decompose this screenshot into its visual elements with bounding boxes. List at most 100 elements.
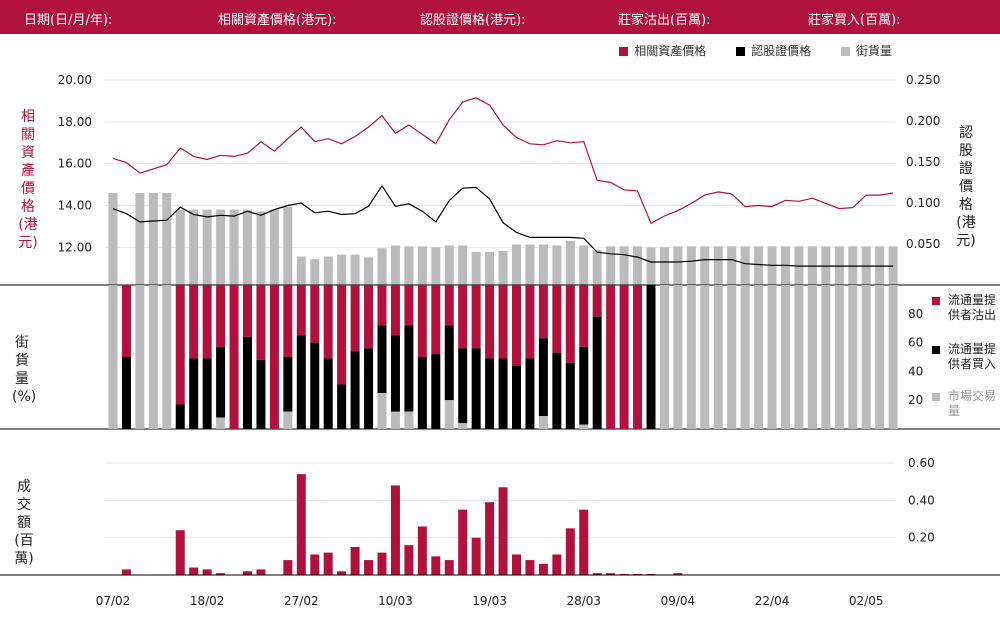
mm-sold-bar (364, 285, 374, 349)
outstanding-bar (471, 251, 481, 285)
header-bar: 日期(日/月/年): 相關資產價格(港元): 認股證價格(港元): 莊家沽出(百… (0, 0, 1000, 34)
outstanding-bar (673, 246, 683, 285)
left-tick-label: 12.00 (58, 240, 92, 254)
mm-bought-bar (498, 358, 508, 429)
outstanding-bar (606, 246, 616, 285)
outstanding-bar (243, 209, 252, 285)
mm-sold-bar (606, 285, 616, 429)
x-tick-label: 19/03 (472, 594, 507, 608)
turnover-bar (337, 571, 347, 575)
mm-sold-bar (485, 285, 495, 359)
outstanding-bar (633, 246, 643, 285)
turnover-bar (404, 545, 414, 575)
market-volume-bar (754, 285, 764, 429)
legend-swatch (619, 47, 629, 56)
mm-bought-bar (189, 358, 199, 429)
outstanding-bar (417, 246, 427, 285)
mid-tick-label: 60 (908, 336, 923, 350)
left-tick-label: 18.00 (58, 115, 92, 129)
outstanding-bar (485, 251, 495, 285)
market-volume-bar (216, 417, 226, 429)
outstanding-bar (229, 209, 239, 285)
market-volume-bar (700, 285, 710, 429)
legend-label: 認股證價格 (751, 44, 812, 58)
market-volume-bar (821, 285, 831, 429)
turnover-bar (485, 502, 495, 575)
right-tick-label: 0.050 (906, 237, 940, 251)
mm-bought-bar (283, 357, 293, 412)
turnover-bar (444, 560, 454, 575)
outstanding-bar (310, 259, 320, 285)
outstanding-bar (189, 209, 199, 285)
market-volume-bar (727, 285, 737, 429)
bottom-tick-label: 0.60 (908, 456, 935, 470)
outstanding-bar (269, 209, 279, 285)
legend-item-asset: 相關資產價格 (619, 42, 706, 59)
mm-sold-bar (471, 285, 481, 349)
turnover-bar (350, 547, 360, 575)
asset-price-line (112, 97, 894, 225)
market-volume-bar (807, 285, 817, 429)
legend-label: 市場交易量 (948, 389, 997, 418)
outstanding-bar (364, 257, 374, 285)
outstanding-bar (216, 209, 226, 285)
turnover-bar (673, 573, 683, 575)
turnover-bar (216, 573, 226, 575)
outstanding-bar (700, 246, 710, 285)
market-volume-bar (888, 285, 898, 429)
turnover-bar (498, 487, 508, 575)
mm-bought-bar (202, 358, 212, 429)
turnover-bar (579, 509, 589, 575)
turnover-bar (538, 563, 548, 575)
turnover-bar (256, 569, 266, 575)
mm-bought-bar (552, 352, 562, 429)
mm-sold-label: 莊家沽出(百萬): (618, 13, 711, 28)
legend-swatch (932, 393, 940, 401)
legend-swatch (932, 346, 940, 354)
mm-bought-bar (471, 348, 481, 429)
legend-swatch (736, 47, 746, 56)
bottom-tick-label: 0.20 (908, 531, 935, 545)
mm-bought-bar (512, 365, 521, 429)
mm-bought-bar (538, 338, 548, 417)
mm-sold-bar (175, 285, 185, 405)
x-tick-label: 22/04 (755, 594, 790, 608)
turnover-bar (243, 571, 252, 575)
market-volume-bar (162, 285, 172, 429)
market-volume-bar (148, 285, 158, 429)
outstanding-bar (296, 256, 306, 285)
mm-sold-bar (256, 285, 266, 360)
market-volume-bar (283, 411, 293, 429)
mm-sold-bar (243, 285, 252, 337)
turnover-bar (606, 573, 616, 575)
turnover-bar (417, 526, 427, 575)
mm-bought-bar (216, 346, 226, 418)
market-volume-bar (781, 285, 790, 429)
mm-sold-bar (404, 285, 414, 326)
mm-sold-bar (323, 285, 333, 359)
market-volume-bar (875, 285, 885, 429)
mm-bought-bar (444, 325, 454, 401)
mm-sold-bar (350, 285, 360, 352)
warrant-price-line (112, 184, 894, 267)
mm-sold-bar (633, 285, 643, 429)
market-volume-bar (861, 285, 871, 429)
market-volume-bar (377, 393, 387, 429)
turnover-bar (471, 537, 481, 575)
mm-sold-bar (592, 285, 602, 317)
mm-bought-bar (390, 335, 400, 412)
outstanding-bar (646, 247, 656, 285)
outstanding-axis-title: 街貨量(%) (12, 335, 37, 405)
right-tick-label: 0.100 (906, 196, 940, 210)
left-axis-title: 相關資產價格(港元) (18, 109, 38, 251)
x-tick-label: 18/02 (190, 594, 225, 608)
turnover-bar (525, 560, 535, 575)
market-volume-bar (686, 285, 696, 429)
legend-label: 街貨量 (855, 44, 892, 58)
turnover-bar (512, 554, 521, 575)
outstanding-bar (498, 250, 508, 285)
x-tick-label: 09/04 (661, 594, 696, 608)
left-tick-label: 20.00 (58, 73, 92, 87)
outstanding-bar (538, 244, 548, 285)
warrant-price-label: 認股證價格(港元): (420, 13, 526, 28)
